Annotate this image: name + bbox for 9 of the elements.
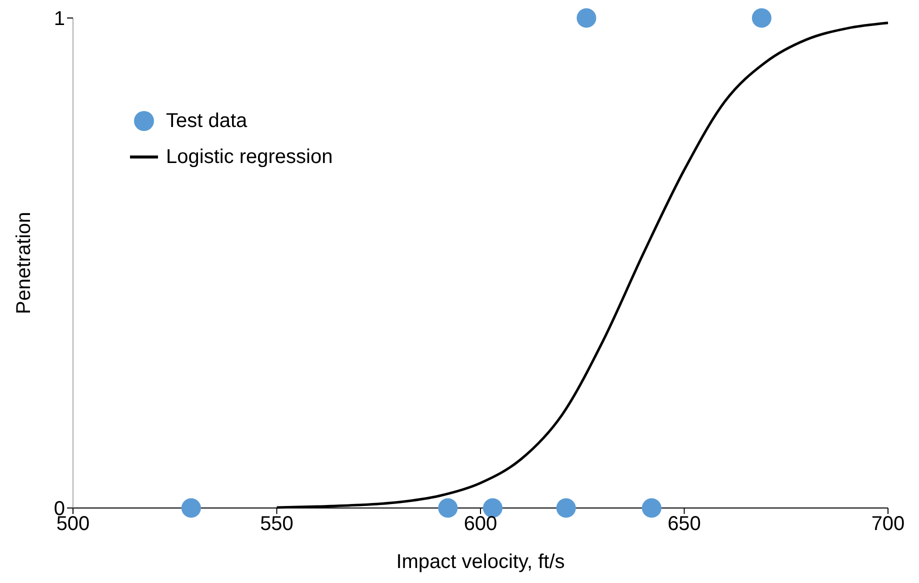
- x-tick-label: 700: [871, 513, 905, 536]
- y-axis-title: Penetration: [13, 212, 36, 314]
- x-tick-label: 650: [668, 513, 701, 536]
- x-tick-label: 600: [464, 513, 498, 536]
- legend-label: Test data: [166, 109, 248, 134]
- legend-label: Logistic regression: [166, 145, 333, 170]
- x-axis-title: Impact velocity, ft/s: [396, 551, 565, 573]
- y-tick-label: 1: [54, 8, 65, 30]
- x-tick-label: 550: [260, 513, 294, 536]
